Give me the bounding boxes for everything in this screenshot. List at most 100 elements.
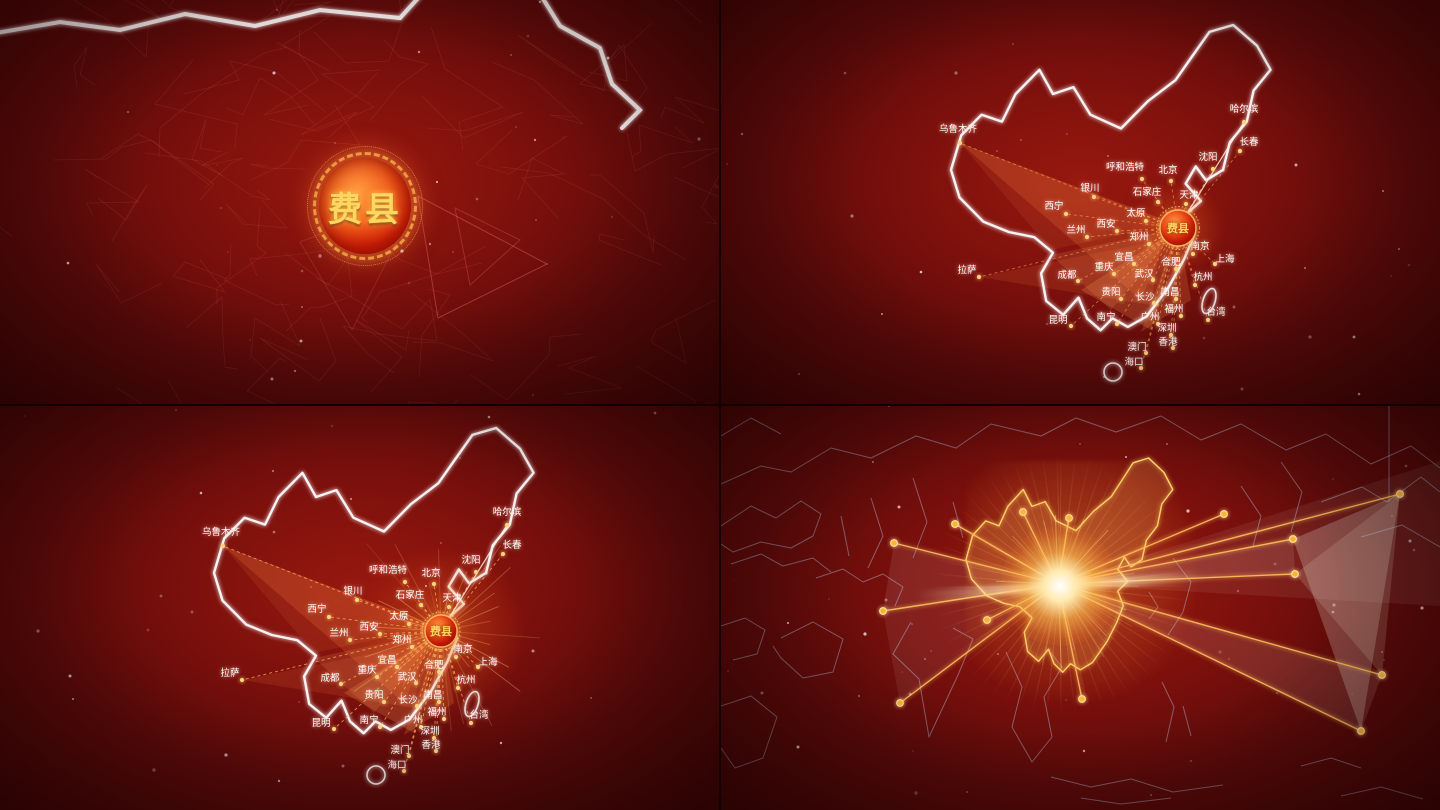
particle-dot	[458, 456, 462, 460]
particle-dot	[733, 579, 735, 581]
road-line	[168, 0, 224, 29]
city-dots	[957, 119, 1247, 371]
particle-dot	[954, 71, 958, 75]
city-label: 成都	[1057, 269, 1077, 281]
city-label: 南昌	[423, 689, 442, 701]
particle-dot	[611, 216, 613, 218]
particle-dot	[435, 180, 439, 184]
ray-endpoint-dot	[1078, 695, 1086, 703]
particle-dot	[1186, 509, 1190, 513]
particle-dot	[908, 692, 912, 696]
road-line	[626, 132, 719, 172]
connection-line	[379, 630, 442, 635]
city-dot	[239, 677, 245, 683]
connection-line	[1141, 178, 1179, 229]
particle-dot	[1407, 263, 1411, 267]
particle-dot	[1012, 43, 1014, 45]
ray-endpoint-dot	[983, 616, 991, 624]
particle-dot	[531, 649, 535, 653]
city-label: 沈阳	[1198, 151, 1217, 163]
city-dot	[468, 720, 474, 726]
connection-line	[1177, 150, 1241, 229]
particle-dot	[301, 306, 303, 308]
particles	[66, 1, 701, 396]
city-dot	[354, 597, 360, 603]
city-dot	[473, 569, 479, 575]
connection-line	[1152, 227, 1179, 281]
particle-dot	[1332, 603, 1336, 607]
city-dot	[1170, 345, 1176, 351]
road-line	[557, 355, 623, 395]
triangle-outline	[454, 207, 521, 286]
particle-dot	[1381, 651, 1383, 653]
burst-ray	[440, 545, 502, 632]
road-line	[407, 399, 458, 404]
particle-dot	[440, 542, 442, 544]
particle-dot	[606, 56, 610, 60]
city-label: 呼和浩特	[369, 564, 408, 576]
connection-line	[328, 616, 442, 632]
particle-dot	[534, 218, 538, 222]
particle-dot	[798, 373, 800, 375]
road-line	[300, 72, 378, 139]
road-line	[250, 301, 301, 373]
particle-dot	[330, 424, 334, 428]
city-label: 武汉	[1134, 268, 1154, 280]
city-label: 银川	[1080, 182, 1099, 194]
particle-dot	[216, 164, 218, 166]
continent-outline	[1161, 681, 1175, 743]
city-label: 南京	[1190, 240, 1209, 252]
connection-line	[1140, 227, 1179, 369]
connection-line	[440, 630, 472, 724]
frame-china-map-links: 乌鲁木齐 拉萨 西宁 兰州 银川 成都 昆明 贵阳 重庆 西安 太原 呼和浩特 北京 石家庄 天津 沈阳 长春 哈…	[721, 0, 1440, 404]
particle-dot	[1420, 606, 1424, 610]
city-dot	[1150, 277, 1156, 283]
badge-label: 费县	[430, 624, 452, 638]
city-dot	[431, 735, 437, 741]
particle-dot	[740, 132, 744, 136]
city-dot	[453, 654, 459, 660]
city-label: 台湾	[469, 709, 489, 721]
city-dot	[331, 726, 337, 732]
city-dot	[1192, 282, 1198, 288]
world-map-svg	[721, 406, 1440, 805]
city-label: 杭州	[1193, 271, 1212, 283]
city-label: 贵阳	[364, 689, 383, 701]
feixian-badge: 费县	[421, 611, 461, 651]
road-line	[430, 26, 504, 151]
city-label: 西安	[1096, 218, 1115, 230]
continent-outline	[1005, 651, 1063, 763]
particle-dot	[199, 491, 203, 495]
city-label: 乌鲁木齐	[202, 526, 241, 538]
city-label: 广州	[403, 714, 422, 726]
continent-outline	[1080, 797, 1172, 805]
road-line	[673, 176, 719, 198]
continent-outline	[721, 415, 1440, 485]
city-dot	[1111, 271, 1117, 277]
city-label: 天津	[442, 593, 462, 604]
city-dot	[1091, 194, 1097, 200]
particle-dot	[881, 313, 883, 315]
city-dot	[433, 748, 439, 754]
road-line	[246, 357, 287, 404]
continent-outline	[721, 417, 782, 437]
city-dot	[1212, 261, 1218, 267]
city-label: 沈阳	[461, 554, 480, 566]
particle-dot	[996, 150, 998, 152]
connection-line	[1177, 121, 1245, 229]
particle-dot	[786, 621, 790, 625]
road-line	[0, 226, 13, 237]
connection-line	[440, 524, 508, 632]
particle-dot	[1066, 133, 1068, 135]
particle-dot	[452, 251, 454, 253]
particle-dot	[1189, 759, 1193, 763]
city-dot	[418, 724, 424, 730]
feixian-badge: 费县	[1156, 206, 1200, 250]
road-line	[191, 118, 224, 177]
city-label: 石家庄	[396, 589, 425, 601]
particle-dot	[727, 670, 729, 672]
particle-dot	[726, 163, 728, 165]
particle-dot	[590, 697, 592, 699]
